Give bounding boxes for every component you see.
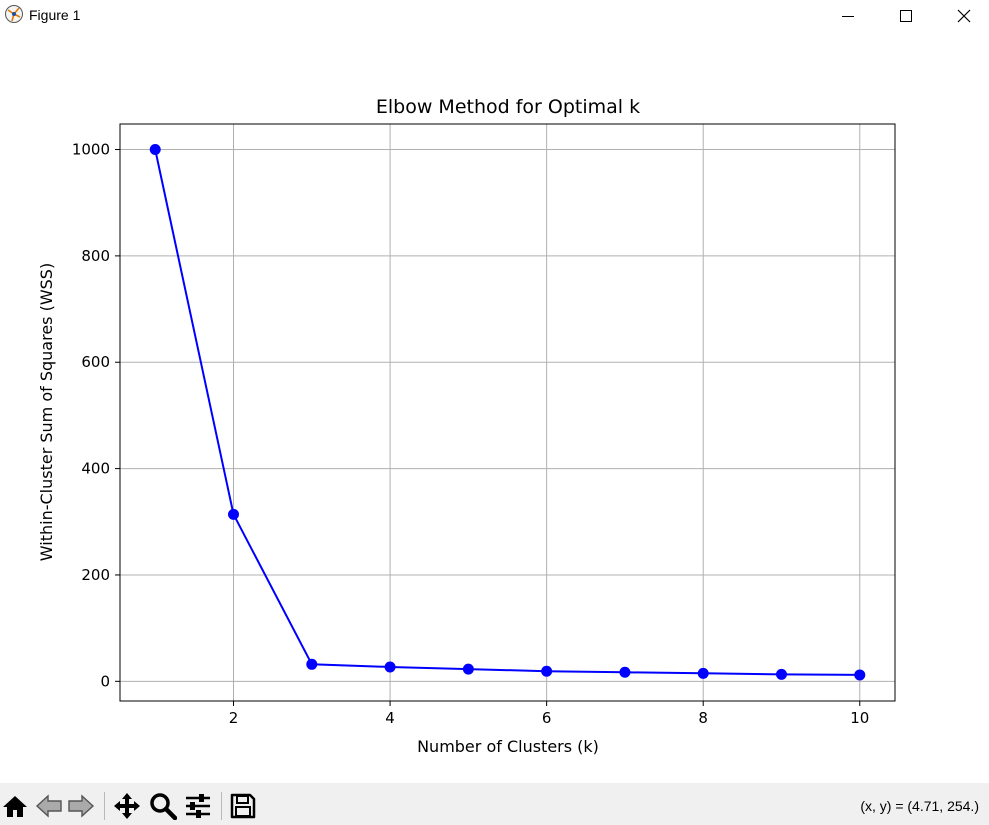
grid-lines — [120, 124, 895, 701]
back-button[interactable] — [34, 791, 64, 821]
wss-data-point — [462, 663, 474, 675]
wss-data-point — [697, 667, 709, 679]
wss-data-point — [149, 144, 161, 156]
y-tick-label: 0 — [100, 672, 110, 690]
y-tick-label: 400 — [81, 460, 110, 478]
tick-layer: 2 4 6 8 10 0 200 400 600 800 1000 — [72, 141, 870, 727]
close-icon — [957, 9, 971, 22]
y-tick-label: 200 — [81, 566, 110, 584]
x-tick-label: 6 — [542, 709, 552, 727]
elbow-chart: 2 4 6 8 10 0 200 400 600 800 1000 Elbow Method for… — [37, 96, 896, 756]
home-button[interactable] — [0, 791, 30, 821]
save-floppy-icon — [230, 793, 256, 819]
window-title: Figure 1 — [29, 7, 81, 23]
wss-data-point — [619, 666, 631, 678]
maximize-icon — [900, 9, 912, 22]
wss-data-point — [854, 669, 866, 681]
toolbar-separator — [104, 792, 105, 820]
close-button[interactable] — [935, 0, 989, 31]
figure-app-icon — [5, 5, 23, 23]
series-layer — [149, 144, 866, 681]
configure-subplots-button[interactable] — [183, 791, 213, 821]
y-tick-label: 1000 — [72, 141, 110, 159]
cursor-coordinate-readout: (x, y) = (4.71, 254.) — [860, 798, 979, 814]
home-icon — [3, 796, 27, 817]
wss-data-point — [541, 665, 553, 677]
x-tick-label: 4 — [385, 709, 395, 727]
maximize-button[interactable] — [877, 0, 935, 31]
wss-data-point — [306, 658, 318, 670]
navigation-toolbar: (x, y) = (4.71, 254.) — [0, 783, 989, 825]
wss-data-point — [775, 668, 787, 680]
wss-series-line — [154, 149, 860, 676]
forward-button[interactable] — [66, 791, 96, 821]
y-axis-label: Within-Cluster Sum of Squares (WSS) — [37, 263, 56, 561]
minimize-button[interactable] — [819, 0, 877, 31]
forward-arrow-icon — [68, 794, 95, 818]
x-tick-label: 10 — [850, 709, 869, 727]
axes-frame — [119, 123, 896, 702]
wss-data-point — [228, 508, 240, 520]
zoom-magnifier-icon — [150, 793, 177, 820]
configure-subplots-icon — [186, 794, 210, 818]
x-axis-label: Number of Clusters (k) — [417, 737, 599, 756]
chart-title: Elbow Method for Optimal k — [376, 96, 640, 118]
pan-move-icon — [114, 793, 140, 819]
minimize-icon — [842, 15, 854, 17]
window-titlebar: Figure 1 — [0, 0, 989, 31]
x-tick-label: 8 — [698, 709, 708, 727]
wss-data-point — [384, 661, 396, 673]
pan-button[interactable] — [112, 791, 142, 821]
x-tick-label: 2 — [229, 709, 239, 727]
back-arrow-icon — [35, 794, 62, 818]
y-tick-label: 800 — [81, 247, 110, 265]
toolbar-separator — [221, 792, 222, 820]
y-tick-label: 600 — [81, 353, 110, 371]
save-button[interactable] — [228, 791, 258, 821]
zoom-button[interactable] — [148, 791, 178, 821]
figure-canvas[interactable]: 2 4 6 8 10 0 200 400 600 800 1000 Elbow Method for… — [0, 31, 989, 783]
